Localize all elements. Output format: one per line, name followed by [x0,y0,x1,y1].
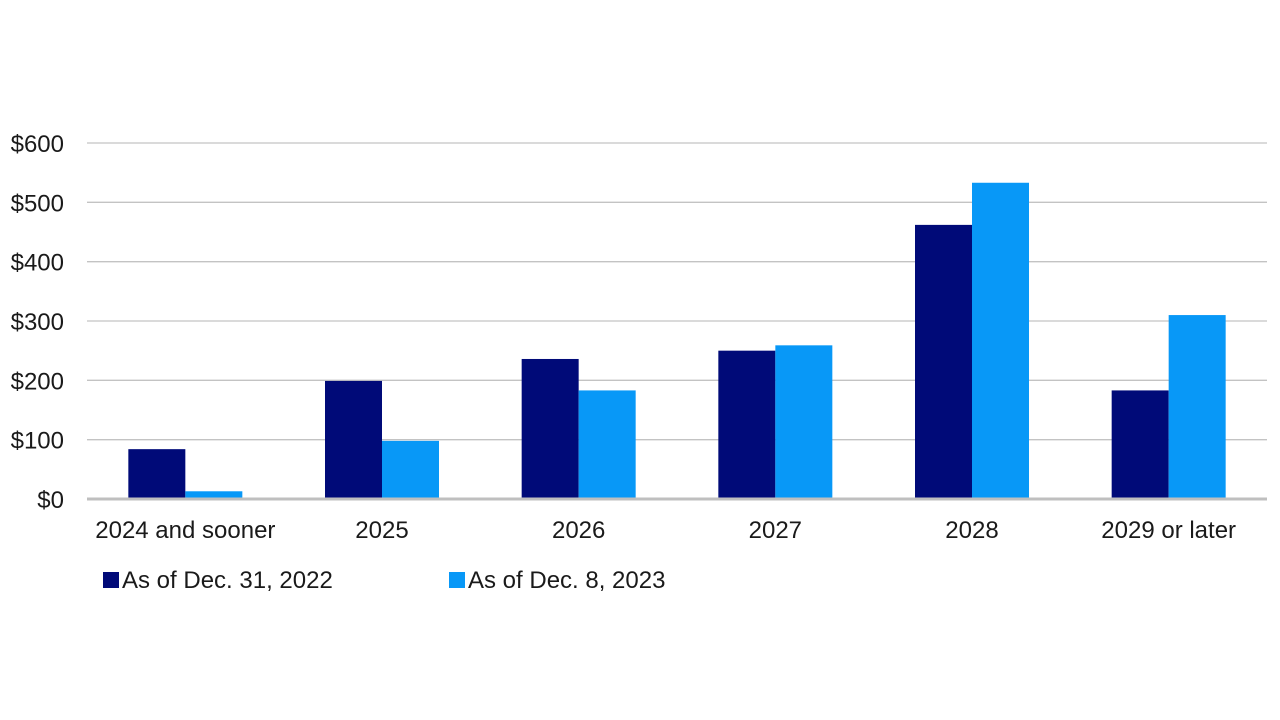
bar-2025-as-of-dec-31-2022 [325,380,382,498]
x-tick-label-2024-and-sooner: 2024 and sooner [95,517,275,544]
bar-2027-as-of-dec-31-2022 [718,350,776,498]
x-axis-tick-labels: 2024 and sooner 2025 2026 2027 2028 2029 or l… [95,517,1236,544]
y-tick-label-600: $600 [11,131,64,158]
bar-2026-as-of-dec-8-2023 [578,390,636,498]
y-tick-label-500: $500 [11,190,64,217]
y-tick-label-0: $0 [37,487,64,514]
bar-2028-as-of-dec-31-2022 [915,224,972,498]
bar-2027-as-of-dec-8-2023 [775,345,833,498]
x-tick-label-2027: 2027 [749,517,802,544]
x-tick-label-2029-or-later: 2029 or later [1101,517,1236,544]
x-tick-label-2025: 2025 [355,517,408,544]
bar-2029-or-later-as-of-dec-8-2023 [1168,315,1226,498]
bar-2024-and-sooner-as-of-dec-31-2022 [128,449,186,498]
legend-label-dec-31-2022: As of Dec. 31, 2022 [122,567,333,594]
legend-swatch-dec-8-2023 [449,572,465,588]
bar-2025-as-of-dec-8-2023 [382,440,439,498]
bars [128,182,1226,498]
x-tick-label-2028: 2028 [945,517,998,544]
legend-label-dec-8-2023: As of Dec. 8, 2023 [468,567,665,594]
y-axis-tick-labels: $0 $100 $200 $300 $400 $500 $600 [11,131,64,514]
y-tick-label-100: $100 [11,428,64,455]
bar-2029-or-later-as-of-dec-31-2022 [1111,390,1169,498]
y-tick-label-200: $200 [11,368,64,395]
gridlines [87,142,1267,501]
bar-2028-as-of-dec-8-2023 [972,182,1029,498]
y-tick-label-300: $300 [11,309,64,336]
legend-swatch-dec-31-2022 [103,572,119,588]
bar-2026-as-of-dec-31-2022 [521,358,579,498]
y-tick-label-400: $400 [11,250,64,277]
legend: As of Dec. 31, 2022 As of Dec. 8, 2023 [103,567,665,594]
x-tick-label-2026: 2026 [552,517,605,544]
bar-2024-and-sooner-as-of-dec-8-2023 [185,491,243,498]
